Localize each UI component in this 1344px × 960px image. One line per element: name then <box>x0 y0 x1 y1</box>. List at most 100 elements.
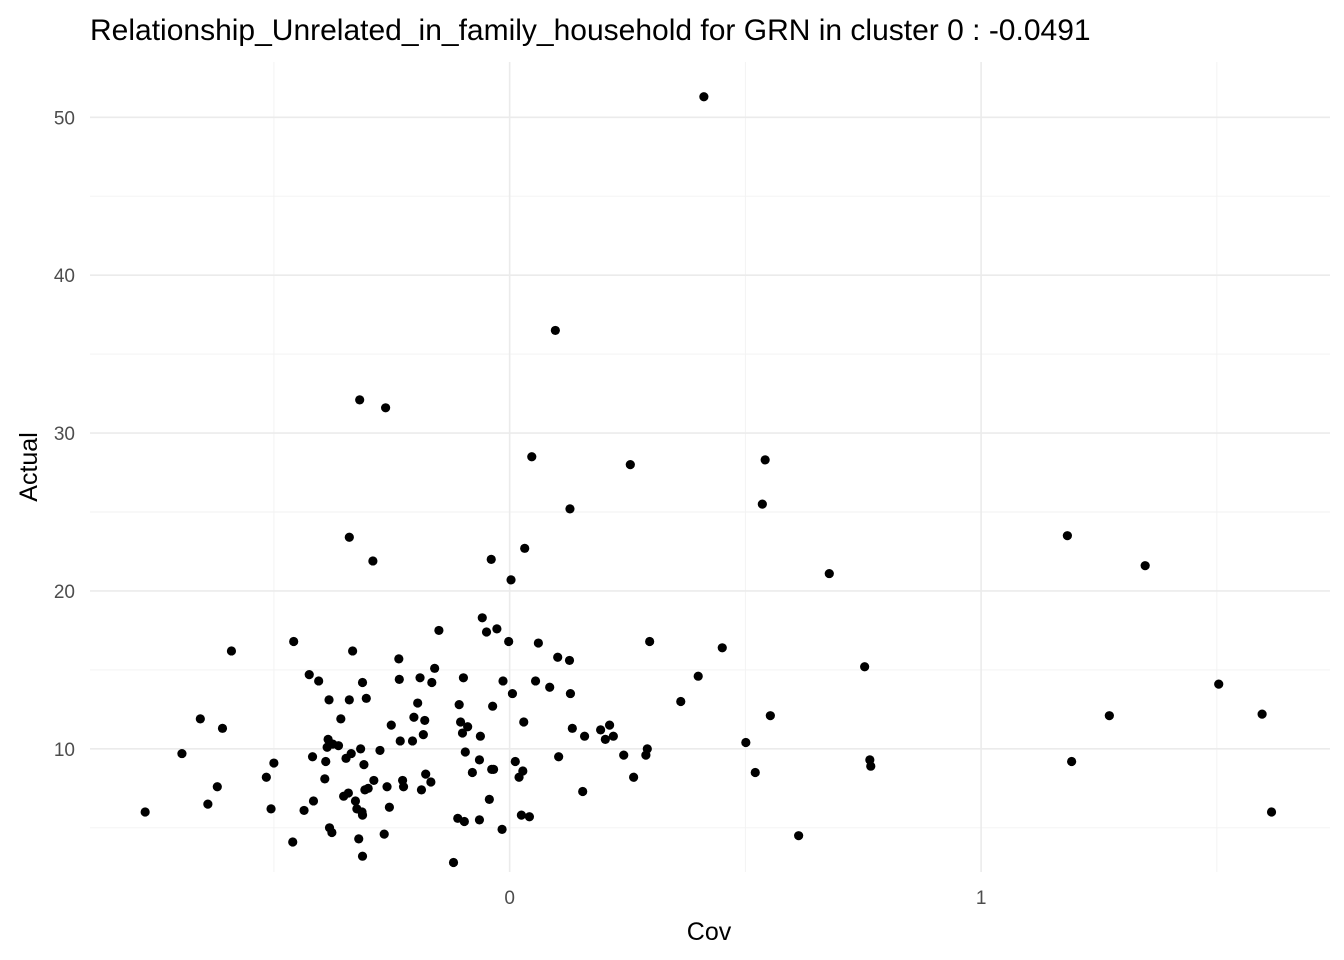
data-point <box>693 671 703 681</box>
data-point <box>327 827 337 838</box>
data-point <box>504 636 514 647</box>
data-point <box>427 677 437 688</box>
data-point <box>307 752 318 762</box>
data-point <box>477 613 487 623</box>
data-point <box>324 695 334 705</box>
data-point <box>484 794 494 804</box>
data-point <box>321 756 331 767</box>
data-point <box>354 834 364 844</box>
data-point <box>741 737 751 748</box>
data-point <box>565 504 575 514</box>
data-point <box>1062 531 1072 541</box>
data-point <box>642 744 652 754</box>
x-axis-title: Cov <box>687 918 732 946</box>
data-point <box>434 625 444 636</box>
data-point <box>554 752 564 762</box>
data-points <box>140 92 1277 868</box>
data-point <box>357 851 368 861</box>
data-point <box>379 829 389 839</box>
data-point <box>625 460 635 470</box>
data-point <box>530 676 541 686</box>
data-point <box>343 788 353 798</box>
data-point <box>304 670 314 680</box>
data-point <box>578 786 588 797</box>
data-point <box>261 772 271 782</box>
data-point <box>492 624 502 634</box>
data-point <box>510 756 520 767</box>
data-point <box>608 731 618 741</box>
data-point <box>458 673 469 683</box>
data-point <box>699 92 709 102</box>
data-point <box>140 807 150 817</box>
x-tick-label: 1 <box>976 888 987 909</box>
data-point <box>407 736 418 746</box>
data-point <box>314 676 324 686</box>
data-point <box>357 677 368 688</box>
data-point <box>269 758 279 768</box>
data-point <box>369 775 379 786</box>
y-tick-label: 20 <box>54 582 75 603</box>
data-point <box>497 824 507 834</box>
data-point <box>350 796 361 806</box>
data-point <box>533 638 543 648</box>
data-point <box>361 693 371 703</box>
chart-title: Relationship_Unrelated_in_family_househo… <box>90 14 1091 47</box>
y-axis-tick-labels: 10 20 30 40 50 <box>54 108 75 761</box>
data-point <box>416 785 427 795</box>
data-point <box>357 810 368 820</box>
y-tick-label: 10 <box>54 740 75 761</box>
data-point <box>394 674 404 684</box>
data-point <box>467 767 477 778</box>
data-point <box>1067 756 1077 767</box>
data-point <box>457 728 468 738</box>
data-point <box>355 395 365 405</box>
data-point <box>600 734 610 744</box>
data-point <box>459 816 469 827</box>
data-point <box>344 695 354 705</box>
data-point <box>619 750 629 760</box>
data-point <box>794 831 804 841</box>
data-point <box>506 575 516 585</box>
data-point <box>760 455 770 465</box>
data-point <box>266 804 276 814</box>
data-point <box>455 717 466 727</box>
data-point <box>488 764 499 774</box>
data-point <box>421 769 431 779</box>
data-point <box>579 731 590 741</box>
data-point <box>386 720 396 730</box>
data-point <box>426 777 436 787</box>
data-point <box>289 636 299 647</box>
data-point <box>395 736 405 746</box>
data-point <box>398 782 409 792</box>
data-point <box>382 782 392 792</box>
data-point <box>596 725 606 735</box>
data-point <box>177 748 187 759</box>
data-point <box>516 810 527 820</box>
data-point <box>486 554 496 564</box>
data-point <box>288 837 298 847</box>
data-point <box>299 805 309 816</box>
data-point <box>344 532 354 542</box>
y-axis-title: Actual <box>15 432 43 501</box>
data-point <box>474 815 485 825</box>
data-point <box>1214 679 1224 689</box>
data-point <box>498 676 508 686</box>
data-point <box>567 723 577 733</box>
major-gridlines <box>90 62 1330 872</box>
data-point <box>550 325 560 336</box>
data-point <box>629 772 639 782</box>
data-point <box>430 663 440 673</box>
data-point <box>381 403 391 413</box>
data-point <box>375 745 385 756</box>
data-point <box>217 723 228 733</box>
data-point <box>488 701 498 711</box>
data-point <box>481 627 492 637</box>
y-tick-label: 50 <box>54 108 75 129</box>
data-point <box>765 711 775 721</box>
minor-gridlines <box>90 62 1330 872</box>
data-point <box>564 655 575 666</box>
data-point <box>418 730 428 740</box>
data-point <box>676 696 686 707</box>
